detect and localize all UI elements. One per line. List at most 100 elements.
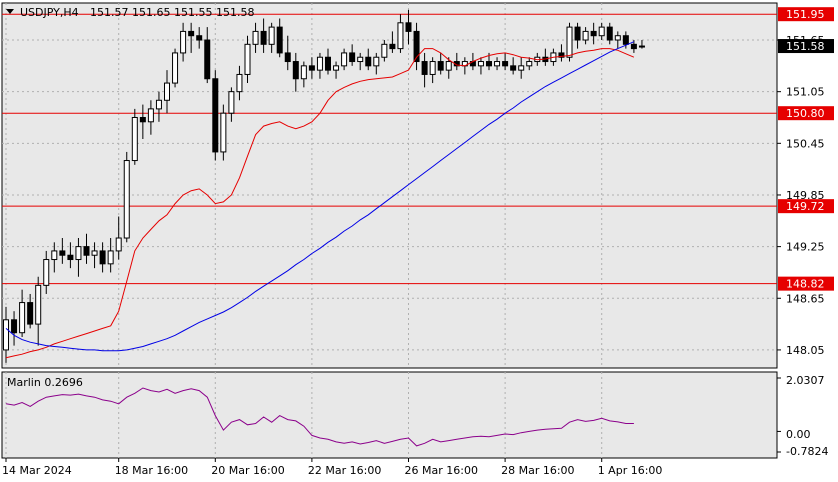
indicator-pane-background: [1, 371, 778, 459]
level-price-label: 150.80: [786, 107, 825, 120]
candle-body: [622, 35, 629, 45]
level-price-tag: [778, 7, 834, 22]
candle-body: [381, 43, 388, 58]
candle-body: [252, 30, 259, 45]
candle-body: [325, 56, 331, 71]
ohlc-readout: 151.57 151.65 151.55 151.58: [90, 6, 254, 19]
price-tick-label: 150.45: [786, 137, 825, 150]
candle-body: [445, 61, 452, 71]
candle-body: [405, 22, 412, 32]
candle-body: [614, 35, 621, 41]
candle-body: [180, 30, 187, 54]
candle-body: [341, 52, 348, 67]
candle-body: [51, 250, 58, 261]
support-resistance-levels: [2, 13, 777, 285]
candle-body: [558, 52, 565, 58]
candle-body: [518, 65, 525, 71]
price-tick-label: 148.05: [786, 344, 825, 357]
candle-body: [292, 61, 299, 80]
candle-body: [75, 246, 82, 261]
candle-body: [155, 99, 162, 110]
candle-body: [349, 52, 356, 63]
candle-body: [429, 61, 436, 75]
candle-body: [107, 250, 114, 265]
candle-body: [188, 30, 195, 37]
level-price-label: 148.82: [786, 278, 825, 291]
candle-body: [397, 22, 404, 50]
candle-body: [365, 56, 372, 67]
indicator-name: Marlin 0.2696: [7, 376, 83, 389]
candle-body: [276, 26, 283, 54]
price-tick-label: 148.65: [786, 292, 825, 305]
candle-body: [91, 250, 98, 256]
candle-body: [220, 112, 227, 153]
candle-body: [43, 259, 50, 286]
symbol-label: USDJPY,H4: [20, 6, 79, 19]
blue-moving-average: [5, 41, 635, 352]
candle-body: [244, 43, 251, 75]
candle-body: [59, 250, 66, 256]
candle-body: [389, 43, 396, 50]
candle-body: [83, 246, 90, 256]
price-tick-label: 151.05: [786, 86, 825, 99]
marlin-line: [5, 387, 634, 447]
level-price-label: 149.72: [786, 200, 825, 213]
candle-body: [486, 61, 492, 67]
price-pane-background: [1, 2, 778, 369]
candle-body: [494, 61, 501, 67]
indicator-axis-zero: 0.00: [786, 428, 811, 441]
candle-body: [139, 116, 146, 123]
marlin-oscillator-line: [5, 387, 634, 447]
indicator-axis-top: 2.0307: [786, 374, 825, 387]
candle-body: [437, 61, 444, 71]
candle-body: [147, 108, 154, 123]
candle-body: [421, 61, 428, 75]
moving-averages: [5, 41, 635, 359]
level-price-label: 151.95: [786, 8, 825, 21]
candle-body: [333, 65, 340, 71]
candle-body: [236, 73, 243, 93]
candle-body: [502, 61, 509, 67]
dropdown-triangle-icon[interactable]: [6, 9, 14, 14]
candle-body: [510, 65, 517, 71]
candle-body: [3, 319, 9, 351]
red-moving-average: [5, 48, 635, 359]
candlestick-series: [3, 9, 645, 363]
candle-body: [11, 319, 18, 334]
candle-body: [123, 160, 130, 239]
candle-body: [131, 116, 138, 162]
time-axis: 14 Mar 2024 18 Mar 16:00 20 Mar 16:00 22 Ma…: [2, 458, 662, 477]
level-price-tag: [778, 106, 834, 121]
level-price-tag: [778, 199, 834, 214]
indicator-grid: [5, 372, 781, 458]
candle-body: [212, 78, 219, 153]
candle-body: [413, 30, 420, 63]
time-tick-label: 26 Mar 16:00: [405, 464, 478, 477]
price-axis: 151.65151.05150.45149.85149.25148.65148.…: [777, 7, 834, 357]
candle-body: [477, 61, 484, 67]
candle-body: [357, 56, 364, 63]
price-tick-label: 149.25: [786, 241, 825, 254]
time-tick-label: 14 Mar 2024: [2, 464, 72, 477]
candle-body: [300, 65, 307, 80]
time-tick-label: 18 Mar 16:00: [115, 464, 188, 477]
candle-body: [99, 250, 106, 265]
current-price-label: 151.58: [786, 40, 825, 53]
candle-body: [582, 30, 589, 41]
candle-body: [67, 254, 74, 261]
candle-body: [115, 237, 122, 252]
candle-body: [316, 56, 323, 71]
candle-body: [638, 45, 645, 48]
candle-body: [172, 52, 179, 84]
candle-body: [526, 61, 533, 67]
time-tick-label: 1 Apr 16:00: [598, 464, 663, 477]
price-tick-label: 149.85: [786, 189, 825, 202]
current-price-tag: [778, 39, 834, 54]
indicator-axis-bottom: -0.7824: [786, 445, 828, 458]
candle-body: [630, 43, 637, 50]
candle-body: [590, 30, 597, 37]
candle-body: [598, 26, 605, 37]
candle-body: [27, 302, 34, 325]
candle-body: [606, 26, 613, 41]
